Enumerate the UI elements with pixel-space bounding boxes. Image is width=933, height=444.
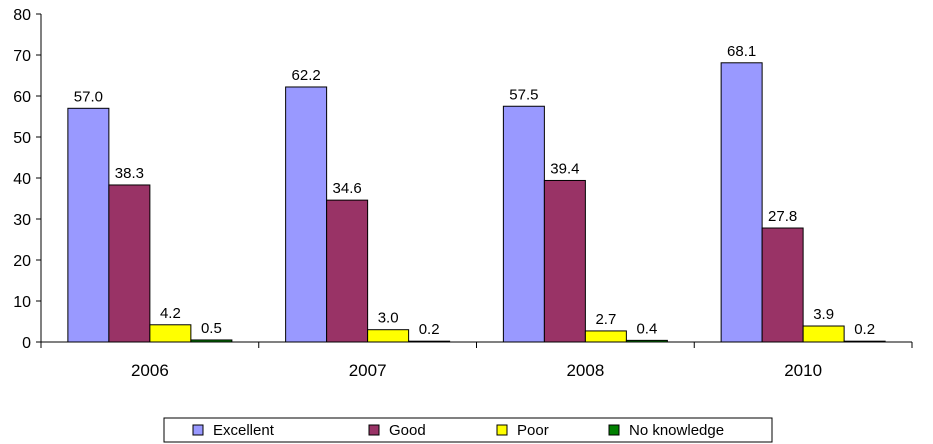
x-tick-label: 2007 xyxy=(349,361,387,380)
legend-box xyxy=(163,417,773,443)
bar-good-2007 xyxy=(326,199,369,343)
x-tick-label: 2006 xyxy=(131,361,169,380)
bar-good-2006 xyxy=(108,184,151,343)
bar-no-knowledge-2008 xyxy=(625,339,668,343)
data-label: 0.4 xyxy=(636,320,657,337)
bar-poor-2007 xyxy=(367,329,410,343)
legend-swatch xyxy=(192,424,204,436)
x-axis: 2006 2007 2008 2010 xyxy=(40,341,913,380)
bar-poor-2008 xyxy=(584,330,627,343)
data-label: 0.2 xyxy=(419,321,440,338)
y-tick-label: 40 xyxy=(13,171,31,188)
x-tick-label: 2010 xyxy=(784,361,822,380)
legend: Excellent Good Poor No knowledge xyxy=(163,417,773,443)
y-tick-label: 50 xyxy=(13,130,31,147)
data-label: 27.8 xyxy=(768,208,797,225)
bars xyxy=(67,62,886,343)
bar-excellent-2008 xyxy=(502,105,545,343)
y-tick-label: 70 xyxy=(13,48,31,65)
data-label: 0.2 xyxy=(854,321,875,338)
data-label: 68.1 xyxy=(727,43,756,60)
legend-label: Good xyxy=(389,422,426,439)
data-label: 3.0 xyxy=(378,310,399,327)
y-tick-label: 0 xyxy=(22,335,31,352)
bar-poor-2006 xyxy=(149,324,192,343)
bar-good-2008 xyxy=(543,179,586,343)
bar-no-knowledge-2010 xyxy=(843,340,886,343)
data-label: 2.7 xyxy=(595,311,616,328)
bar-no-knowledge-2007 xyxy=(408,340,451,343)
y-tick-label: 30 xyxy=(13,212,31,229)
y-axis: 0 10 20 30 40 50 60 70 80 xyxy=(13,7,42,352)
bar-no-knowledge-2006 xyxy=(190,339,233,343)
data-label: 0.5 xyxy=(201,320,222,337)
data-labels: 57.0 62.2 57.5 68.1 38.3 34.6 39.4 27.8 4.2 3.0 2.… xyxy=(74,43,875,338)
legend-label: Excellent xyxy=(213,422,275,439)
data-label: 3.9 xyxy=(813,306,834,323)
legend-label: Poor xyxy=(517,422,549,439)
data-label: 57.0 xyxy=(74,88,103,105)
legend-swatch xyxy=(496,424,508,436)
data-label: 38.3 xyxy=(115,165,144,182)
legend-swatch xyxy=(608,424,620,436)
bar-excellent-2007 xyxy=(285,86,328,343)
x-tick-label: 2008 xyxy=(566,361,604,380)
y-tick-label: 60 xyxy=(13,89,31,106)
bar-excellent-2006 xyxy=(67,107,110,343)
data-label: 39.4 xyxy=(550,160,579,177)
y-tick-label: 80 xyxy=(13,7,31,24)
data-label: 62.2 xyxy=(292,67,321,84)
bar-excellent-2010 xyxy=(720,62,763,343)
bar-good-2010 xyxy=(761,227,804,343)
y-tick-label: 20 xyxy=(13,253,31,270)
data-label: 34.6 xyxy=(333,180,362,197)
data-label: 57.5 xyxy=(509,86,538,103)
bar-poor-2010 xyxy=(802,325,845,343)
legend-swatch xyxy=(368,424,380,436)
data-label: 4.2 xyxy=(160,305,181,322)
legend-label: No knowledge xyxy=(629,422,724,439)
y-tick-label: 10 xyxy=(13,294,31,311)
